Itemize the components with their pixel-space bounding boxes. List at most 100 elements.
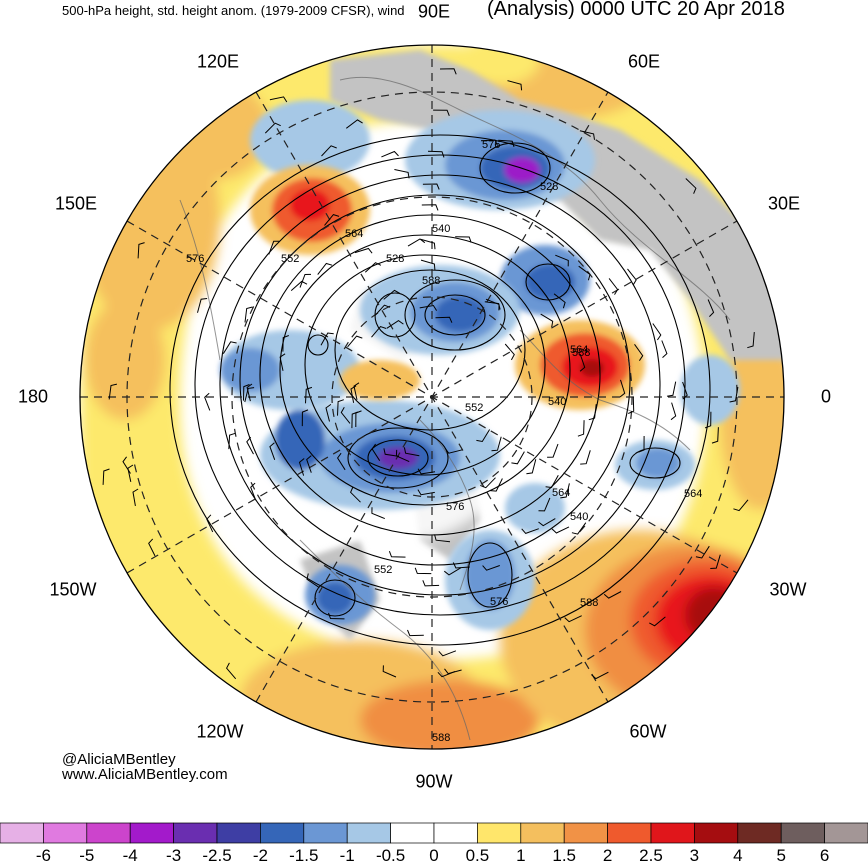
- wind-barb-icon: [564, 615, 582, 623]
- wind-barb-icon: [577, 420, 585, 437]
- credit-site: www.AliciaMBentley.com: [62, 766, 228, 783]
- contour-label: 576: [482, 139, 500, 151]
- wind-barb-icon: [578, 265, 591, 281]
- wind-barb-icon: [571, 522, 587, 535]
- colorbar-tick-label: 4: [733, 846, 743, 865]
- wind-barb-icon: [682, 381, 688, 400]
- wind-barb-icon: [347, 335, 363, 348]
- negative-anomaly-regions: [220, 100, 740, 630]
- colorbar-swatch: [650, 822, 695, 844]
- wind-barb-icon: [264, 122, 281, 134]
- wind-barb-icon: [434, 534, 451, 543]
- wind-barb-icon: [386, 319, 404, 329]
- wind-barb-icon: [707, 299, 715, 317]
- wind-barb-icon: [507, 80, 523, 91]
- wind-barb-icon: [666, 381, 677, 397]
- contour-label: 588: [572, 347, 590, 359]
- wind-barb-icon: [301, 409, 309, 427]
- contour-label: 552: [281, 253, 299, 265]
- wind-barb-icon: [290, 280, 308, 291]
- wind-barb-icon: [299, 273, 312, 288]
- colorbar-swatch: [563, 822, 608, 844]
- wind-barb-icon: [337, 399, 344, 416]
- colorbar-tick-label: 2: [602, 846, 613, 865]
- wind-barb-icon: [325, 403, 332, 422]
- colorbar-swatch: [824, 822, 868, 844]
- colorbar-tick-label: -0.5: [375, 846, 406, 865]
- colorbar-swatch: [433, 822, 478, 844]
- wind-barb-icon: [204, 392, 211, 411]
- wind-barb-icon: [354, 247, 373, 254]
- colorbar-swatch: [477, 822, 522, 844]
- colorbar-swatch: [216, 822, 261, 844]
- wind-barb-icon: [628, 397, 635, 414]
- product-title: 500-hPa height, std. height anom. (1979-…: [62, 3, 405, 18]
- wind-barb-icon: [422, 183, 440, 190]
- colorbar-swatch: [390, 822, 435, 844]
- wind-barb-icon: [148, 538, 156, 557]
- contour-label: 552: [374, 564, 392, 576]
- wind-barb-icon: [579, 353, 586, 372]
- colorbar-swatch: [86, 822, 131, 844]
- wind-barb-icon: [555, 254, 569, 267]
- wind-barb-icon: [279, 353, 286, 371]
- lon-label-150w: 150W: [49, 579, 97, 600]
- colorbar-swatch: [520, 822, 565, 844]
- wind-barb-icon: [747, 332, 755, 349]
- wind-barb-icon: [551, 526, 570, 534]
- lon-label-0: 0: [820, 386, 832, 407]
- wind-barb-icon: [710, 554, 721, 569]
- wind-barb-icon: [417, 489, 435, 496]
- lon-label-120w: 120W: [196, 721, 244, 742]
- wind-barb-icon: [320, 332, 334, 346]
- colorbar-tick-label: -1: [339, 846, 355, 865]
- wind-barb-icon: [382, 665, 397, 678]
- wind-barb-icon: [383, 289, 400, 300]
- wind-barb-icon: [346, 119, 363, 129]
- wind-barb-icon: [383, 448, 400, 457]
- colorbar-tick-label: -5: [79, 846, 95, 865]
- colorbar-tick-label: 0: [429, 846, 439, 865]
- colorbar-tick-label: -4: [122, 846, 138, 865]
- wind-barb-icon: [328, 612, 345, 620]
- wind-barb-icon: [371, 507, 385, 520]
- colorbar-swatch: [346, 822, 391, 844]
- colorbar: [0, 822, 868, 844]
- ridge-anomaly: [250, 165, 645, 410]
- wind-barb-icon: [652, 323, 662, 341]
- lon-label-30w: 30W: [769, 579, 807, 600]
- wind-barb-icon: [627, 268, 637, 286]
- wind-barb-icon: [704, 411, 712, 429]
- wind-barb-icon: [137, 242, 145, 259]
- colorbar-tick-label: 3: [689, 846, 700, 865]
- colorbar-swatch: [303, 822, 348, 844]
- contour-label: 540: [432, 223, 450, 235]
- colorbar-swatch: [43, 822, 88, 844]
- wind-barb-icon: [421, 204, 439, 211]
- wind-barb-icon: [538, 518, 556, 527]
- colorbar-tick-label: -6: [35, 846, 51, 865]
- wind-barb-icon: [521, 528, 539, 534]
- colorbar-tick-label: 1.5: [552, 846, 577, 865]
- wind-barb-icon: [414, 567, 432, 575]
- lon-label-30e: 30E: [767, 193, 801, 214]
- wind-barb-icon: [388, 551, 406, 558]
- wind-barb-icon: [438, 650, 457, 657]
- wind-barb-icon: [476, 429, 491, 443]
- colorbar-swatch: [694, 822, 739, 844]
- lon-label-60e: 60E: [627, 51, 661, 72]
- wind-barb-icon: [526, 459, 537, 475]
- wind-barb-icon: [420, 238, 436, 250]
- valid-time: (Analysis) 0000 UTC 20 Apr 2018: [487, 0, 785, 20]
- wind-barb-icon: [317, 262, 333, 275]
- contour-label: 564: [552, 487, 570, 499]
- lon-label-120e: 120E: [196, 51, 240, 72]
- wind-barb-icon: [729, 386, 739, 403]
- wind-barb-icon: [711, 427, 719, 444]
- wind-barb-icon: [553, 293, 566, 309]
- wind-barb-icon: [417, 468, 436, 475]
- contour-label: 540: [548, 396, 566, 408]
- lon-label-90w: 90W: [415, 771, 453, 792]
- lon-label-180: 180: [17, 386, 49, 407]
- contour-label: 564: [570, 344, 588, 356]
